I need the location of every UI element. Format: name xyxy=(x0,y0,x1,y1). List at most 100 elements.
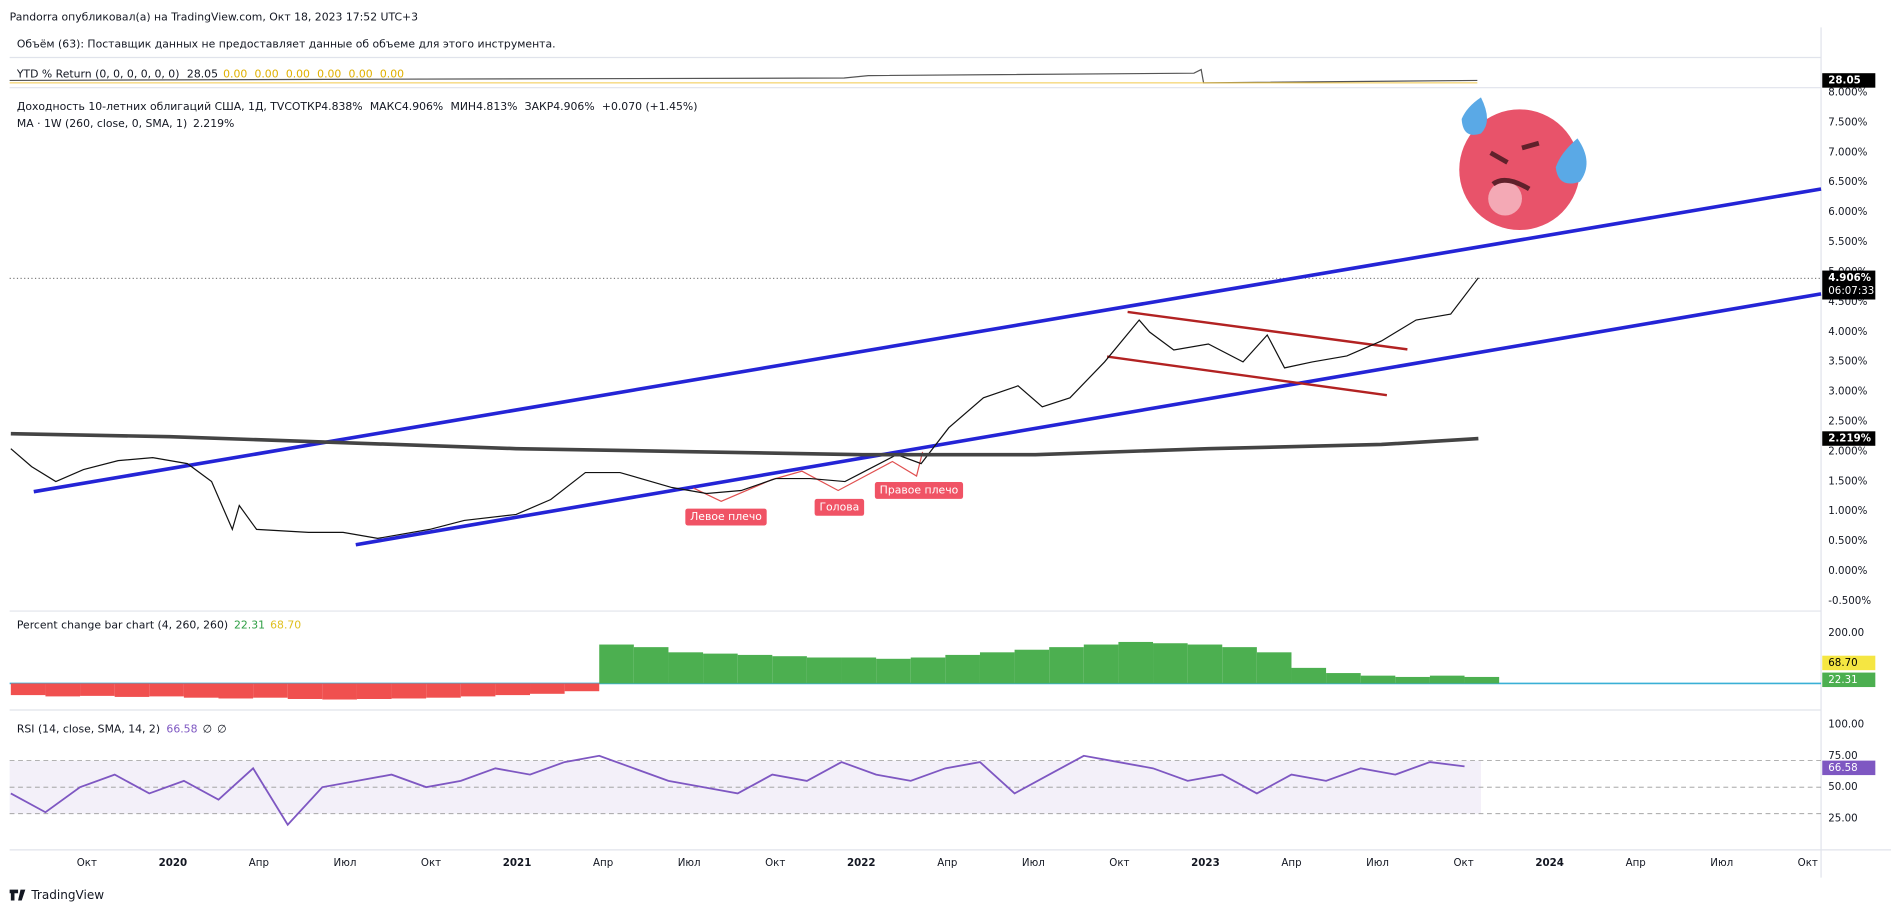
rsi-levels xyxy=(9,760,1822,815)
x-tick-label: Окт xyxy=(421,857,441,869)
pct-bar xyxy=(10,683,46,696)
rsi-extra: ∅ xyxy=(217,722,226,735)
ytd-label: 28.05 xyxy=(1828,74,1860,86)
pct-bar xyxy=(979,652,1015,684)
ma-line xyxy=(10,431,1479,457)
ytd-zero-value: 0.00 xyxy=(349,67,373,80)
pct-bar xyxy=(806,657,842,684)
ma-value: 2.219% xyxy=(193,117,234,130)
x-tick-label: Июл xyxy=(1710,857,1733,869)
ma-label: 2.219% xyxy=(1828,433,1871,445)
x-tick-label: Окт xyxy=(1109,857,1129,869)
pct-bar xyxy=(45,683,81,697)
emoji xyxy=(1459,97,1587,230)
annotation: Правое плечо xyxy=(880,483,959,496)
y-tick-label: 1.000% xyxy=(1828,505,1867,517)
pct-bar xyxy=(599,644,634,684)
pct-bar xyxy=(772,656,807,684)
pct-bar xyxy=(253,683,288,698)
y-tick-label: 1.500% xyxy=(1828,475,1867,487)
countdown: 06:07:33 xyxy=(1828,285,1874,297)
x-tick-label: Апр xyxy=(937,857,957,869)
x-tick-label: Окт xyxy=(1453,857,1473,869)
x-tick-label: 2024 xyxy=(1535,857,1564,869)
pct-bar xyxy=(1187,644,1223,684)
x-tick-label: 2023 xyxy=(1191,857,1220,869)
y-tick-label: 4.000% xyxy=(1828,326,1867,338)
x-tick-label: Апр xyxy=(593,857,613,869)
channel-lines xyxy=(1106,310,1408,397)
ohlc-value: ОТКР4.838% xyxy=(292,100,363,113)
header: Pandorra опубликовал(а) на TradingView.c… xyxy=(10,11,418,24)
pct-bar xyxy=(1118,641,1154,684)
pct-v1-label-bg xyxy=(1822,672,1876,688)
x-tick-label: 2020 xyxy=(159,857,188,869)
last-bg xyxy=(1822,270,1876,300)
ma-legend: MA · 1W (260, close, 0, SMA, 1) xyxy=(17,117,187,130)
x-tick-label: Окт xyxy=(765,857,785,869)
pct-bar xyxy=(910,657,946,684)
pct-bar xyxy=(703,653,738,684)
price-line xyxy=(10,277,1479,539)
rsi-tick: 100.00 xyxy=(1828,718,1864,730)
rsi-legend: RSI (14, close, SMA, 14, 2) xyxy=(17,722,160,735)
ytd-zero-value: 0.00 xyxy=(254,67,278,80)
logo xyxy=(9,889,26,901)
annotation: Левое плечо xyxy=(690,510,762,523)
ytd-zero-value: 0.00 xyxy=(286,67,310,80)
pct-bar xyxy=(391,683,427,699)
pct-bar xyxy=(114,683,150,697)
rsi-extra: ∅ xyxy=(203,722,212,735)
rsi-tick: 25.00 xyxy=(1828,813,1857,825)
pct-bar xyxy=(633,647,669,684)
pct-v2: 68.70 xyxy=(270,619,301,632)
ytd-line xyxy=(9,68,1478,84)
rsi-label-bg xyxy=(1822,760,1876,776)
ma-label-bg xyxy=(1822,431,1876,446)
x-tick-label: Апр xyxy=(249,857,269,869)
x-tick-label: Июл xyxy=(1366,857,1389,869)
y-tick-label: 7.500% xyxy=(1828,116,1867,128)
ytd-zero-value: 0.00 xyxy=(223,67,247,80)
pct-bar xyxy=(1326,673,1361,684)
pct-bar xyxy=(1291,667,1327,684)
y-tick-label: 0.500% xyxy=(1828,535,1867,547)
pct-bar xyxy=(1395,676,1430,684)
ytd-zero-value: 0.00 xyxy=(380,67,404,80)
y-tick-label: 3.500% xyxy=(1828,356,1867,368)
annotation-box xyxy=(685,508,767,526)
x-tick-label: Апр xyxy=(1626,857,1646,869)
annotation: Голова xyxy=(819,500,859,513)
pct-bar xyxy=(945,654,980,684)
pct-bar xyxy=(1429,675,1465,684)
pct-bar xyxy=(841,657,877,684)
pct-bar xyxy=(322,683,357,700)
rsi-tick: 75.00 xyxy=(1828,750,1857,762)
pct-bar xyxy=(564,683,600,692)
x-tick-label: Июл xyxy=(678,857,701,869)
y-tick-label: -0.500% xyxy=(1828,595,1871,607)
pct-bar xyxy=(80,683,115,696)
pct-v1-label: 22.31 xyxy=(1828,674,1857,686)
y-tick-label: 4.500% xyxy=(1828,296,1867,308)
ytd-value: 28.05 xyxy=(187,67,218,80)
ytd-legend: YTD % Return (0, 0, 0, 0, 0, 0) xyxy=(16,67,180,80)
pct-bar xyxy=(668,652,704,684)
pct-bar xyxy=(1256,652,1292,684)
pct-bar xyxy=(1464,676,1500,684)
y-tick-label: 7.000% xyxy=(1828,146,1867,158)
rsi-tick: 50.00 xyxy=(1828,781,1857,793)
x-tick-label: Апр xyxy=(1281,857,1301,869)
pane-borders xyxy=(9,27,1891,878)
head-shoulders xyxy=(693,451,924,502)
x-tick-label: Окт xyxy=(1798,857,1818,869)
last-price: 4.906% xyxy=(1828,272,1871,284)
main-legend: Доходность 10-летних облигаций США, 1Д, … xyxy=(17,100,292,113)
pct-v1: 22.31 xyxy=(234,619,265,632)
y-tick-label: 3.000% xyxy=(1828,386,1867,398)
x-tick-label: Июл xyxy=(334,857,357,869)
pct-bar xyxy=(876,658,911,684)
ohlc-value: +0.070 (+1.45%) xyxy=(602,100,698,113)
pct-bar xyxy=(183,683,219,698)
pct-bar xyxy=(1014,649,1050,684)
